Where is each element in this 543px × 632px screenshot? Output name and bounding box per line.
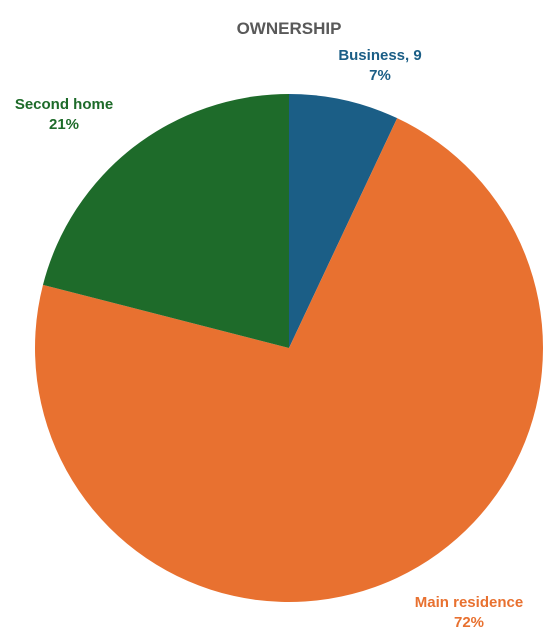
pie-labels: Business, 9 7% Main residence 72% Second hom… [15,47,523,631]
pie-slice-business [289,94,398,348]
slice-value-label-business: 7% [369,67,391,84]
slice-label-second-home: Second home [15,96,113,113]
slice-label-business: Business, 9 [338,47,421,64]
pie-slices [35,94,543,602]
slice-label-main-residence: Main residence [415,594,523,611]
pie-slice-main-residence [35,118,543,602]
pie-slice-second-home [42,94,290,348]
slice-value-label-main-residence: 72% [454,614,484,631]
slice-value-label-second-home: 21% [49,116,79,133]
chart-title: OWNERSHIP [237,19,342,38]
